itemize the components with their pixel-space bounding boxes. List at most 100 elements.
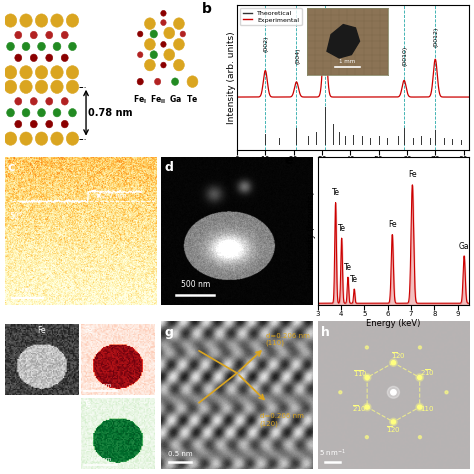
Circle shape: [150, 51, 157, 59]
Circle shape: [150, 30, 157, 38]
Circle shape: [161, 20, 166, 26]
Circle shape: [365, 405, 369, 409]
Circle shape: [51, 14, 63, 27]
Circle shape: [391, 390, 396, 395]
Circle shape: [15, 31, 22, 39]
Circle shape: [51, 132, 63, 145]
Circle shape: [416, 374, 423, 381]
Circle shape: [20, 80, 32, 93]
Circle shape: [37, 42, 46, 51]
Text: d=0.206 nm
(120): d=0.206 nm (120): [260, 413, 304, 427]
Text: 0.78 nm: 0.78 nm: [88, 108, 133, 118]
Circle shape: [61, 120, 68, 128]
Circle shape: [30, 31, 37, 39]
Circle shape: [20, 132, 32, 145]
Text: Fe: Fe: [408, 171, 417, 180]
Circle shape: [187, 76, 198, 87]
Circle shape: [145, 18, 155, 29]
Circle shape: [145, 59, 155, 71]
Circle shape: [15, 98, 22, 105]
Circle shape: [22, 42, 30, 51]
Text: $\mathbf{Fe_{II}}$: $\mathbf{Fe_{II}}$: [150, 93, 165, 106]
Circle shape: [137, 52, 143, 58]
Text: $\overline{2}$10: $\overline{2}$10: [352, 403, 367, 414]
Circle shape: [445, 391, 448, 394]
Circle shape: [4, 14, 17, 27]
Circle shape: [30, 98, 37, 105]
Circle shape: [61, 31, 68, 39]
Circle shape: [161, 10, 166, 16]
Circle shape: [30, 120, 37, 128]
Circle shape: [392, 420, 395, 424]
Text: c: c: [8, 162, 15, 174]
Text: $\mathbf{Te}$: $\mathbf{Te}$: [186, 93, 199, 104]
Circle shape: [7, 42, 14, 51]
Circle shape: [37, 109, 46, 117]
Circle shape: [36, 80, 48, 93]
Circle shape: [69, 42, 76, 51]
Text: $\overline{1}$20: $\overline{1}$20: [386, 424, 401, 435]
Text: h: h: [320, 326, 329, 339]
Circle shape: [66, 132, 79, 145]
Text: nm: nm: [22, 287, 33, 292]
Text: Te: Te: [84, 400, 92, 409]
X-axis label: Energy (keV): Energy (keV): [366, 319, 420, 328]
Circle shape: [172, 78, 179, 85]
Text: d: d: [164, 162, 173, 174]
Text: b: b: [202, 2, 212, 16]
Circle shape: [137, 78, 143, 85]
Circle shape: [53, 109, 61, 117]
Circle shape: [46, 120, 53, 128]
Text: g: g: [164, 326, 173, 339]
Circle shape: [145, 38, 155, 50]
Text: Ga: Ga: [459, 242, 469, 251]
Text: 100 nm: 100 nm: [90, 383, 111, 388]
Text: 2$\overline{1}$0: 2$\overline{1}$0: [420, 367, 435, 378]
Circle shape: [53, 42, 61, 51]
Circle shape: [4, 132, 17, 145]
Text: $\mathbf{Fe_I}$: $\mathbf{Fe_I}$: [133, 93, 147, 106]
Text: (006): (006): [323, 8, 328, 24]
Text: Te: Te: [344, 263, 352, 272]
Circle shape: [364, 403, 371, 411]
Circle shape: [161, 41, 166, 47]
Text: 0.5 nm: 0.5 nm: [168, 451, 192, 457]
Text: $\overline{1}$20: $\overline{1}$20: [391, 351, 405, 361]
Text: 50°: 50°: [9, 212, 23, 221]
Text: Te: Te: [350, 275, 358, 283]
Circle shape: [418, 375, 422, 380]
Circle shape: [46, 98, 53, 105]
Circle shape: [20, 14, 32, 27]
Circle shape: [66, 14, 79, 27]
Circle shape: [339, 391, 342, 394]
Text: $\mathbf{Ga}$: $\mathbf{Ga}$: [169, 93, 182, 104]
Circle shape: [161, 62, 166, 68]
Circle shape: [22, 109, 30, 117]
Text: (0012): (0012): [434, 26, 439, 46]
Text: Fe: Fe: [388, 220, 397, 229]
Circle shape: [15, 54, 22, 62]
Text: (002): (002): [264, 35, 269, 52]
Y-axis label: Intensity (arb. units): Intensity (arb. units): [227, 31, 236, 124]
Circle shape: [15, 120, 22, 128]
Circle shape: [416, 403, 423, 411]
Text: d=0.206 nm
(110): d=0.206 nm (110): [266, 333, 310, 346]
Circle shape: [365, 346, 368, 349]
Text: (004): (004): [295, 48, 300, 64]
Circle shape: [364, 374, 371, 381]
Y-axis label: Intensity (kcounts): Intensity (kcounts): [307, 191, 316, 271]
Circle shape: [164, 27, 175, 39]
Circle shape: [173, 18, 184, 29]
Circle shape: [69, 109, 76, 117]
Circle shape: [418, 405, 422, 409]
Circle shape: [390, 359, 397, 366]
Circle shape: [365, 436, 368, 438]
Circle shape: [155, 78, 161, 85]
Circle shape: [61, 98, 68, 105]
Text: 110: 110: [420, 406, 434, 411]
Legend: Theoretical, Experimental: Theoretical, Experimental: [240, 8, 301, 25]
Circle shape: [51, 66, 63, 79]
Text: Fe: Fe: [84, 326, 93, 335]
Circle shape: [4, 66, 17, 79]
Circle shape: [392, 361, 395, 365]
